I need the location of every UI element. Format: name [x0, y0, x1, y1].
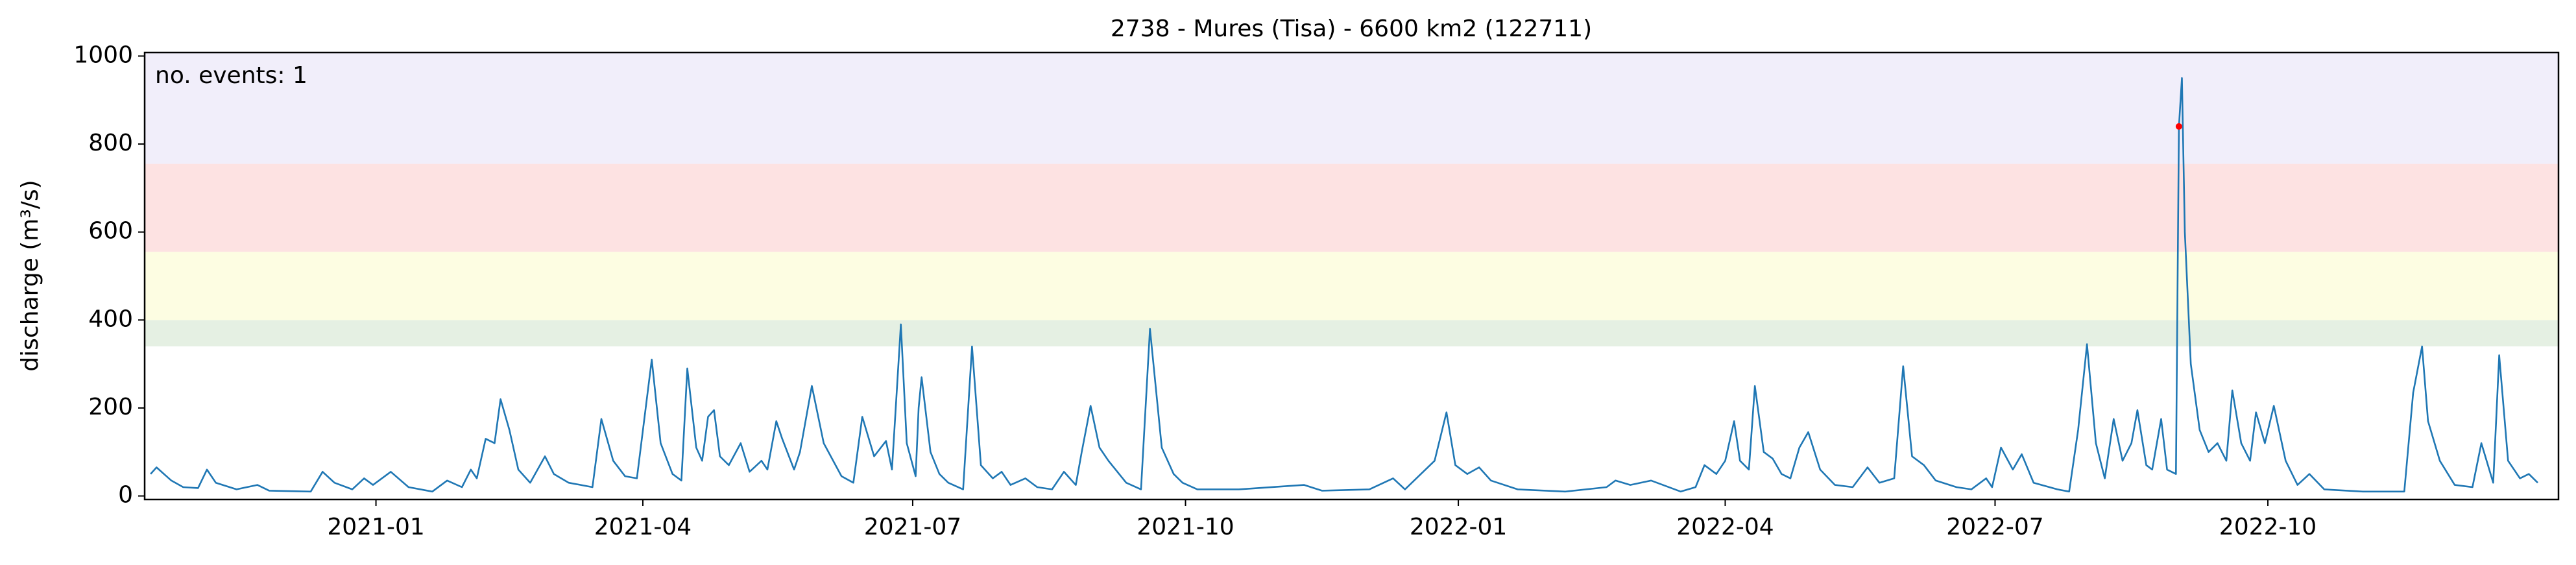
x-tick-label: 2021-07	[864, 514, 961, 540]
x-tick-label: 2022-07	[1946, 514, 2043, 540]
y-tick-label: 0	[118, 482, 133, 509]
threshold-band	[145, 53, 2558, 164]
threshold-band	[145, 163, 2558, 252]
annotation: no. events: 1	[155, 62, 307, 89]
y-tick-label: 600	[88, 218, 133, 245]
chart-title: 2738 - Mures (Tisa) - 6600 km2 (122711)	[1111, 16, 1592, 42]
y-tick-label: 1000	[73, 42, 133, 68]
x-tick-label: 2022-01	[1410, 514, 1507, 540]
y-tick-label: 400	[88, 306, 133, 332]
x-tick-label: 2022-10	[2219, 514, 2317, 540]
y-axis-label: discharge (m³/s)	[17, 180, 43, 371]
threshold-band	[145, 320, 2558, 347]
x-tick-label: 2021-04	[594, 514, 692, 540]
x-tick-label: 2021-10	[1137, 514, 1234, 540]
plot-frame	[143, 51, 2560, 501]
y-tick-label: 800	[88, 130, 133, 156]
event-marker	[2175, 123, 2182, 130]
x-tick-label: 2021-01	[327, 514, 424, 540]
x-tick-label: 2022-04	[1676, 514, 1774, 540]
y-tick-label: 200	[88, 394, 133, 420]
threshold-band	[145, 252, 2558, 320]
plot-area	[145, 53, 2558, 493]
